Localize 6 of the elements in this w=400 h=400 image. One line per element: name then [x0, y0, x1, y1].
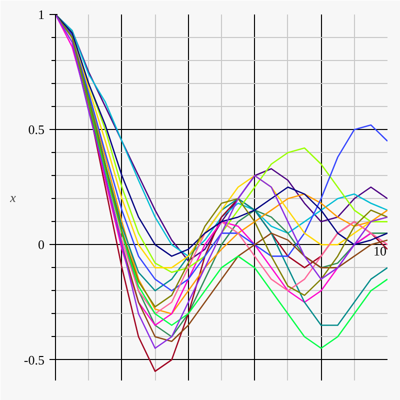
y-tick-label: -0.5	[24, 352, 45, 368]
y-tick-label: 1	[38, 7, 44, 22]
x-tick-label: 10	[374, 244, 386, 259]
y-tick-label: 0.5	[28, 122, 44, 138]
y-tick-label: 0	[38, 237, 44, 252]
y-axis-title: x	[9, 190, 16, 205]
